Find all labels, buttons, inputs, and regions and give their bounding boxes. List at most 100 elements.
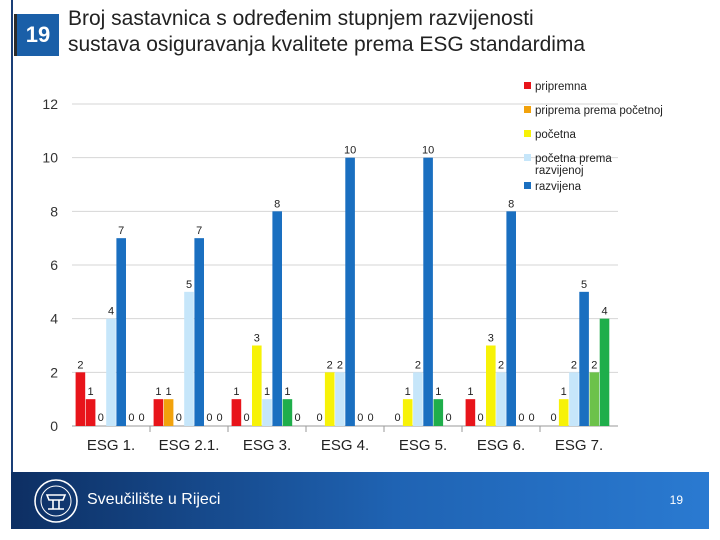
bar [153,399,164,426]
bar [402,399,413,426]
x-tick-label: ESG 3. [243,437,291,454]
x-tick-label: ESG 5. [399,437,447,454]
bar [231,399,242,426]
x-tick-label: ESG 2.1. [159,437,220,454]
x-tick-label: ESG 1. [87,437,135,454]
bar-data-label: 0 [394,412,400,424]
bar-data-label: 1 [467,386,473,398]
bar [282,399,293,426]
legend-swatch [524,130,531,137]
bar-data-label: 0 [217,412,223,424]
y-tick-label: 12 [42,96,58,112]
bar-data-label: 4 [601,306,607,318]
bar [335,372,345,426]
page-title-line-1: Broj sastavnica s određenim stupnjem raz… [68,7,534,30]
legend-swatch [524,82,531,89]
university-seal-icon [34,479,78,523]
page-title: Broj sastavnica s određenim stupnjem raz… [68,6,708,58]
bar-data-label: 0 [529,412,535,424]
bar [272,211,282,426]
bar [324,372,335,426]
bar-data-label: 0 [357,412,363,424]
bar-data-label: 2 [77,359,83,371]
y-tick-label: 10 [42,150,58,166]
bar-data-label: 2 [327,359,333,371]
bar-data-label: 7 [118,225,124,237]
bar [116,238,126,426]
bar [599,318,610,426]
bar-data-label: 0 [98,412,104,424]
legend-label: razvijena [535,181,582,193]
bar-data-label: 10 [422,145,434,157]
bar [589,372,600,426]
bar-data-label: 1 [233,386,239,398]
y-tick-label: 6 [50,257,58,273]
legend-label: početna prema [535,153,612,165]
bar-data-label: 1 [435,386,441,398]
bar-data-label: 3 [254,333,260,345]
bar [506,211,516,426]
bar-data-label: 0 [128,412,134,424]
legend-label: pripremna [535,81,587,93]
bar [75,372,86,426]
bar-data-label: 1 [561,386,567,398]
left-accent-rule [11,0,13,528]
bar-data-label: 1 [405,386,411,398]
bar-data-label: 1 [155,386,161,398]
bar-data-label: 5 [186,279,192,291]
bar-data-label: 10 [344,145,356,157]
bar-data-label: 0 [445,412,451,424]
bar [413,372,423,426]
bar [252,345,262,426]
bar [579,291,589,426]
slide-number: 19 [25,22,51,47]
bar-data-label: 1 [284,386,290,398]
bar [423,157,433,426]
bar [569,372,579,426]
bar-data-label: 0 [176,412,182,424]
bar-data-label: 5 [581,279,587,291]
bar-data-label: 0 [367,412,373,424]
bar-data-label: 8 [274,198,280,210]
y-tick-label: 2 [50,364,58,380]
bar [85,399,96,426]
footer-bar: Sveučilište u Rijeci 19 [11,472,709,529]
legend-label: početna [535,129,577,141]
bar [465,399,476,426]
bar-data-label: 0 [316,412,322,424]
bar-data-label: 1 [264,386,270,398]
bar [558,399,569,426]
bar-data-label: 7 [196,225,202,237]
bar-data-label: 2 [591,359,597,371]
y-tick-label: 0 [50,418,58,434]
bar-data-label: 0 [139,412,145,424]
bar [496,372,506,426]
y-tick-label: 8 [50,203,58,219]
legend-label: razvijenoj [535,165,584,177]
bar [106,318,116,426]
slide-number-badge: 19 [14,14,59,56]
bar-data-label: 1 [88,386,94,398]
bar-data-label: 0 [206,412,212,424]
bar [433,399,444,426]
footer-page-number: 19 [669,493,683,507]
bar-data-label: 0 [550,412,556,424]
page-title-line-2: sustava osiguravanja kvalitete prema ESG… [68,33,586,56]
legend-label: priprema prema početnoj [535,105,663,117]
bar-data-label: 0 [295,412,301,424]
y-tick-label: 4 [50,311,58,327]
x-tick-label: ESG 4. [321,437,369,454]
legend-swatch [524,182,531,189]
x-tick-label: ESG 6. [477,437,525,454]
bar-data-label: 2 [415,359,421,371]
bar-data-label: 3 [488,333,494,345]
legend-swatch [524,106,531,113]
bar [262,399,272,426]
bar-data-label: 0 [478,412,484,424]
bar-data-label: 0 [518,412,524,424]
bar-data-label: 8 [508,198,514,210]
x-tick-label: ESG 7. [555,437,603,454]
bar-data-label: 2 [571,359,577,371]
bar-data-label: 4 [108,306,114,318]
